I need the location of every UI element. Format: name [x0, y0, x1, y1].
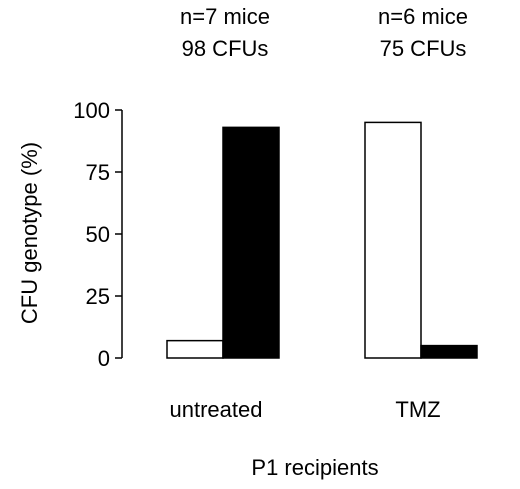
x-axis-label: P1 recipients [251, 455, 378, 480]
category-label-untreated: untreated [170, 397, 263, 422]
bar-tmz-series-1 [364, 121, 422, 359]
bar-untreated-series-1 [166, 339, 224, 359]
bar-tmz-series-2 [420, 344, 478, 359]
y-tick-label-50: 50 [86, 222, 110, 247]
annotation-tmz-line1: n=6 mice [378, 4, 468, 29]
bars [166, 121, 478, 359]
y-tick-label-25: 25 [86, 284, 110, 309]
bar-untreated-series-2 [222, 126, 280, 359]
y-tick-label-75: 75 [86, 160, 110, 185]
category-label-tmz: TMZ [395, 397, 440, 422]
y-axis-label: CFU genotype (%) [17, 142, 42, 324]
annotation-untreated-line2: 98 CFUs [182, 36, 269, 61]
y-tick-label-0: 0 [98, 346, 110, 371]
annotation-untreated-line1: n=7 mice [180, 4, 270, 29]
y-ticks: 0 25 50 75 100 [73, 98, 122, 371]
annotation-tmz-line2: 75 CFUs [380, 36, 467, 61]
y-tick-label-100: 100 [73, 98, 110, 123]
